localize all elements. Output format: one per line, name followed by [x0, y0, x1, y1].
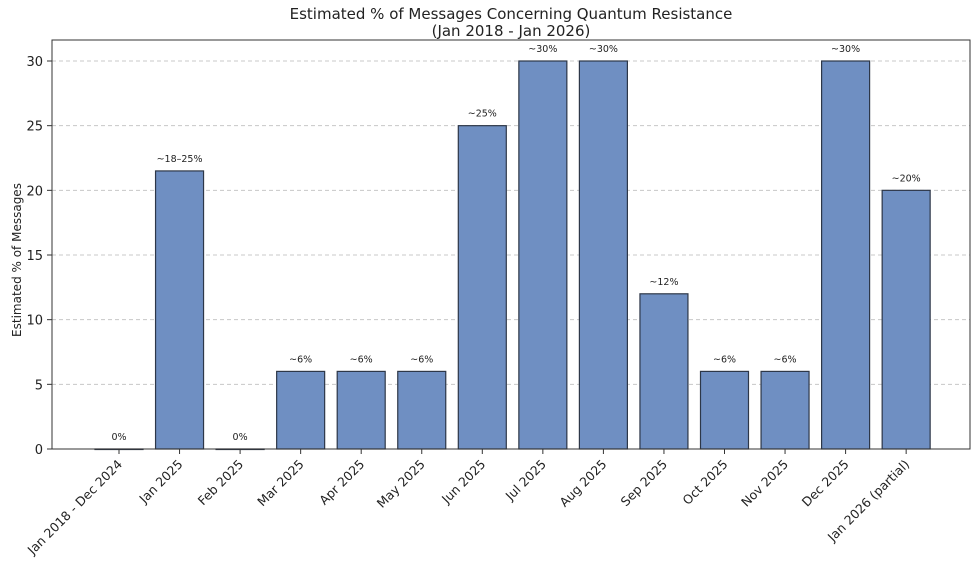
chart-subtitle: (Jan 2018 - Jan 2026) [432, 22, 591, 40]
data-label: ~30% [589, 44, 618, 55]
data-label: 0% [233, 432, 248, 443]
data-label: ~30% [831, 44, 860, 55]
y-tick-label: 5 [35, 378, 43, 393]
x-tick-label: Feb 2025 [195, 457, 247, 509]
bar [397, 370, 447, 450]
chart-title: Estimated % of Messages Concerning Quant… [290, 5, 733, 23]
bar [578, 60, 629, 450]
bar [518, 60, 568, 450]
x-tick-label: Jan 2025 [135, 457, 185, 507]
bar [457, 125, 507, 450]
x-tick-label: Apr 2025 [316, 457, 367, 508]
data-label: ~18–25% [157, 154, 203, 165]
x-tick-label: Jan 2018 - Dec 2024 [24, 456, 125, 557]
data-label: ~6% [774, 354, 797, 365]
data-label: 0% [111, 432, 126, 443]
data-label: ~30% [528, 44, 557, 55]
x-tick-label: Mar 2025 [254, 457, 307, 510]
x-tick-label: Jun 2025 [438, 457, 488, 507]
bar [760, 370, 810, 450]
y-tick-label: 25 [26, 120, 43, 135]
x-tick-label: Jul 2025 [502, 457, 549, 504]
bar [820, 60, 871, 450]
bar [881, 189, 931, 450]
bar [699, 370, 750, 450]
y-tick-label: 30 [26, 55, 43, 70]
y-axis-label: Estimated % of Messages [10, 183, 24, 337]
plot-frame [51, 39, 971, 450]
x-tick-label: Aug 2025 [556, 457, 609, 510]
x-tick-label: Nov 2025 [738, 457, 791, 510]
x-tick-label: Dec 2025 [799, 457, 852, 510]
bar [154, 170, 205, 450]
data-label: ~6% [289, 354, 312, 365]
y-tick-label: 0 [35, 443, 43, 458]
x-tick-label: May 2025 [374, 457, 428, 511]
bar [336, 370, 386, 450]
x-tick-label: Sep 2025 [617, 457, 670, 510]
data-label: ~25% [468, 109, 497, 120]
y-tick-label: 15 [26, 249, 43, 264]
data-label: ~6% [350, 354, 373, 365]
bar [639, 293, 689, 450]
y-tick-label: 10 [26, 314, 43, 329]
data-label: ~20% [892, 173, 921, 184]
data-label: ~6% [713, 354, 736, 365]
x-tick-label: Oct 2025 [679, 457, 730, 508]
data-label: ~12% [649, 277, 678, 288]
data-label: ~6% [410, 354, 433, 365]
bar [276, 370, 326, 450]
y-tick-label: 20 [26, 184, 43, 199]
